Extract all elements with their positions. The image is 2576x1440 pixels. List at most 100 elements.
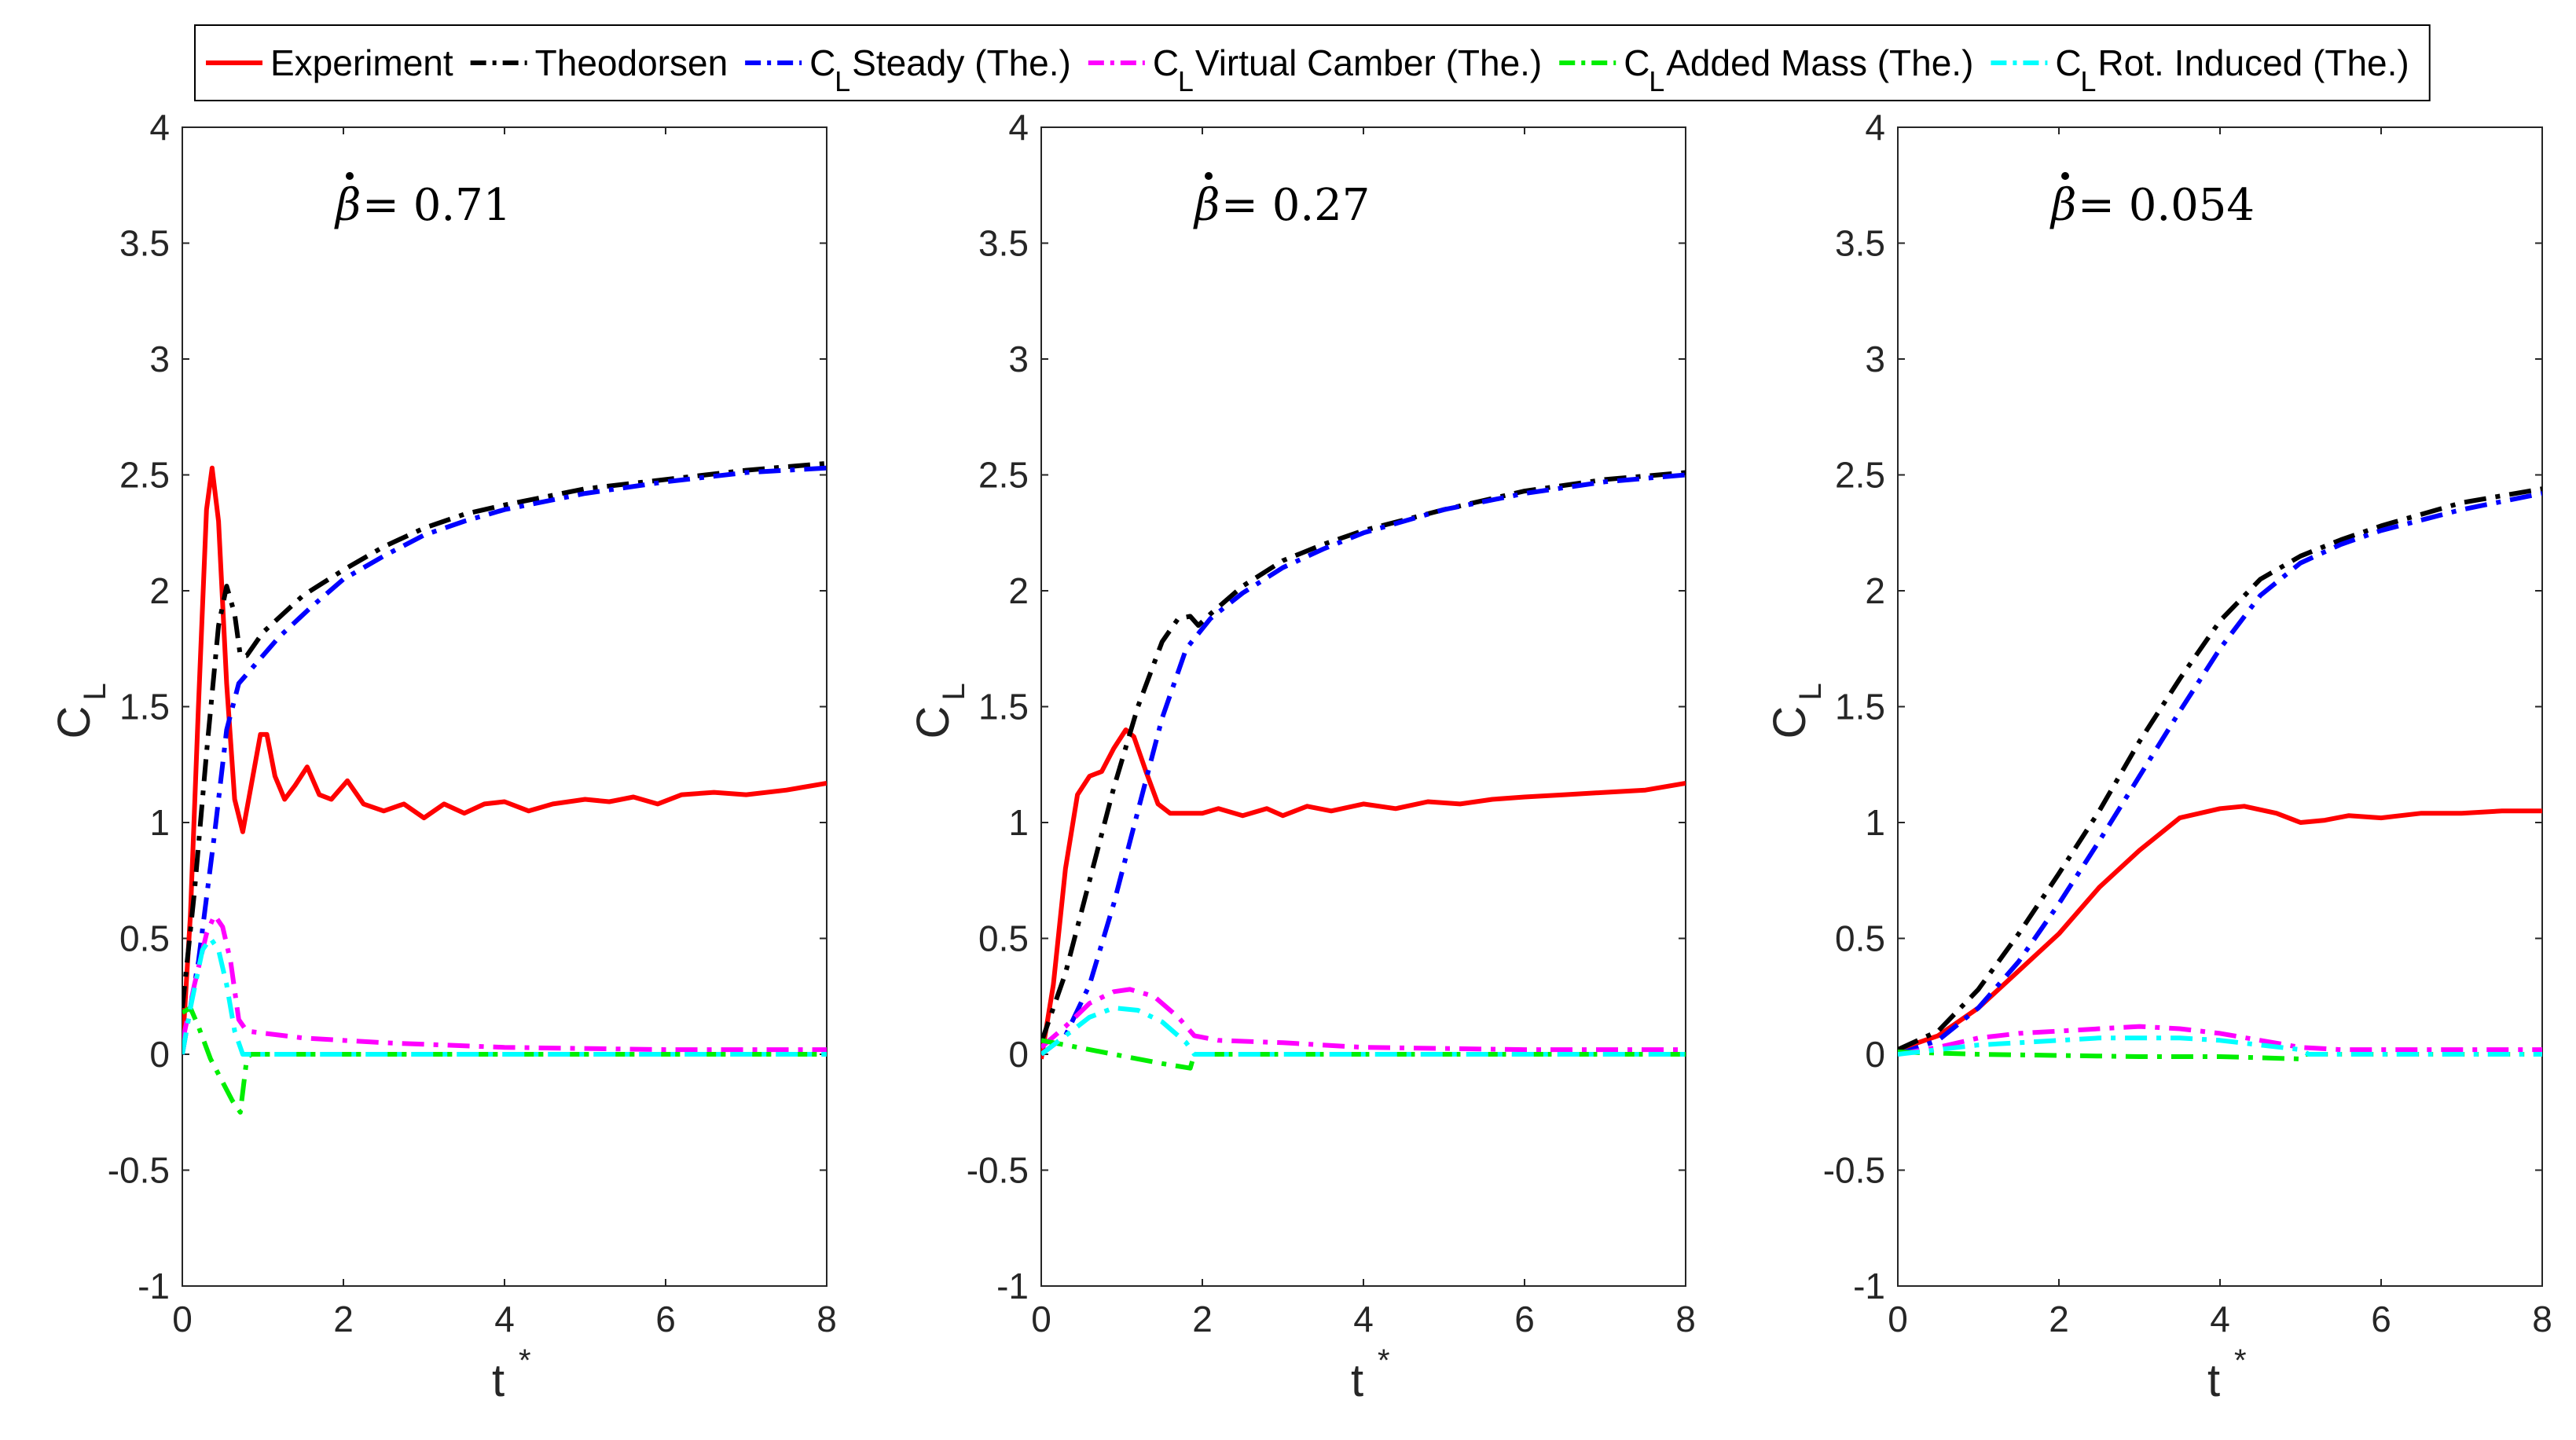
- y-tick-label: -1: [996, 1266, 1029, 1306]
- series-line-rot: [182, 936, 827, 1057]
- y-axis-label-main: C: [1764, 706, 1815, 739]
- annotation: β = 0.054: [2049, 172, 2255, 231]
- y-tick-label: 3.5: [1835, 223, 1885, 264]
- legend-item-experiment: Experiment: [206, 42, 453, 83]
- subplot-3: -1-0.500.511.522.533.540 2 4 6 8t *CLβ = 0.05…: [1764, 107, 2552, 1406]
- legend-label: Experiment: [270, 42, 453, 83]
- x-axis-label: t: [492, 1355, 505, 1406]
- y-axis-label-sub: L: [1793, 683, 1828, 700]
- legend-item-theodorsen: Theodorsen: [470, 42, 728, 83]
- legend-item-camber: CL Virtual Camber (The.): [1088, 42, 1542, 97]
- y-axis-label: CL: [49, 683, 112, 738]
- legend-label: Virtual Camber (The.): [1195, 42, 1542, 83]
- x-axis-label-sup: *: [519, 1343, 531, 1378]
- legend-label: Theodorsen: [535, 42, 728, 83]
- y-tick-label: 3.5: [119, 223, 170, 264]
- x-axis-label-sup: *: [1378, 1343, 1390, 1378]
- annotation-value: = 0.27: [1221, 180, 1370, 231]
- x-axis-label: t: [1351, 1355, 1363, 1406]
- annotation: β = 0.27: [1193, 172, 1370, 231]
- y-tick-label: 4: [1008, 107, 1029, 148]
- y-axis-label: CL: [908, 683, 971, 738]
- series-line-experiment: [182, 465, 827, 1050]
- y-tick-label: 2: [149, 570, 170, 611]
- y-tick-label: -1: [1853, 1266, 1885, 1306]
- series-line-camber: [182, 913, 827, 1053]
- x-tick-label: 6: [1514, 1299, 1535, 1339]
- y-tick-label: -1: [138, 1266, 170, 1306]
- series-line-added: [182, 1006, 827, 1115]
- subplot-1: -1-0.500.511.522.533.540 2 4 6 8t *CLβ = 0.71: [49, 107, 837, 1406]
- y-tick-label: 1: [1865, 802, 1885, 843]
- x-axis-label: t: [2207, 1355, 2220, 1406]
- y-tick-label: 0: [1865, 1034, 1885, 1075]
- legend-box: [194, 24, 2431, 101]
- y-tick-label: 1.5: [978, 687, 1029, 727]
- y-tick-label: -0.5: [108, 1150, 170, 1191]
- y-tick-label: -0.5: [1823, 1150, 1885, 1191]
- series-line-experiment: [1898, 804, 2542, 1052]
- x-axis-label-sup: *: [2234, 1343, 2247, 1378]
- y-tick-label: -0.5: [967, 1150, 1029, 1191]
- legend-label: Added Mass (The.): [1666, 42, 1973, 83]
- annotation-symbol: β: [1193, 180, 1220, 231]
- annotation-symbol: β: [334, 180, 361, 231]
- y-tick-label: 3: [149, 339, 170, 379]
- x-tick-label: 8: [816, 1299, 837, 1339]
- annotation-dot: [2061, 172, 2069, 180]
- x-tick-label: 4: [494, 1299, 515, 1339]
- legend: Experiment Theodorsen CL Steady (The.) CL Vir…: [194, 24, 2431, 101]
- y-tick-label: 2.5: [119, 455, 170, 496]
- annotation-value: = 0.054: [2078, 180, 2255, 231]
- legend-prefix: C: [1624, 42, 1649, 83]
- legend-prefix: C: [809, 42, 835, 83]
- y-tick-label: 3.5: [978, 223, 1029, 264]
- x-tick-label: 0: [1888, 1299, 1908, 1339]
- y-tick-label: 3: [1008, 339, 1029, 379]
- y-tick-label: 2.5: [978, 455, 1029, 496]
- x-tick-label: 6: [655, 1299, 676, 1339]
- legend-sub: L: [1649, 65, 1664, 97]
- axes-box: [1040, 126, 1686, 1287]
- y-tick-label: 0.5: [119, 918, 170, 959]
- axes-box: [1897, 126, 2543, 1287]
- series-line-rot: [1041, 1006, 1686, 1057]
- y-tick-label: 1.5: [1835, 687, 1885, 727]
- annotation: β = 0.71: [334, 172, 511, 231]
- x-tick-label: 6: [2371, 1299, 2391, 1339]
- y-tick-label: 0: [1008, 1034, 1029, 1075]
- y-tick-label: 0.5: [1835, 918, 1885, 959]
- y-tick-label: 4: [1865, 107, 1885, 148]
- series-line-added: [1041, 1038, 1686, 1071]
- legend-sub: L: [1178, 65, 1194, 97]
- y-axis-label-main: C: [908, 706, 959, 739]
- series-line-camber: [1898, 1024, 2542, 1057]
- subplot-2: -1-0.500.511.522.533.540 2 4 6 8t *CLβ = 0.27: [908, 107, 1696, 1406]
- y-tick-label: 4: [149, 107, 170, 148]
- x-tick-label: 2: [333, 1299, 354, 1339]
- x-tick-label: 2: [2049, 1299, 2069, 1339]
- y-tick-label: 2.5: [1835, 455, 1885, 496]
- series-line-steady: [1041, 472, 1686, 1057]
- legend-item-rot: CL Rot. Induced (The.): [1991, 42, 2409, 97]
- y-tick-label: 2: [1008, 570, 1029, 611]
- y-axis-label: CL: [1764, 683, 1828, 738]
- series-line-rot: [1898, 1035, 2542, 1057]
- x-tick-label: 0: [1031, 1299, 1051, 1339]
- legend-sub: L: [2080, 65, 2096, 97]
- y-tick-label: 3: [1865, 339, 1885, 379]
- y-tick-label: 1: [1008, 802, 1029, 843]
- legend-item-steady: CL Steady (The.): [745, 42, 1071, 97]
- x-tick-label: 8: [2532, 1299, 2552, 1339]
- x-tick-label: 4: [1353, 1299, 1374, 1339]
- y-axis-label-sub: L: [78, 683, 112, 700]
- legend-prefix: C: [2055, 42, 2081, 83]
- y-axis-label-sub: L: [937, 683, 971, 700]
- annotation-dot: [1205, 172, 1213, 180]
- series-line-theodorsen: [1898, 486, 2542, 1052]
- y-axis-label-main: C: [49, 706, 100, 739]
- x-tick-label: 2: [1192, 1299, 1213, 1339]
- legend-label: Rot. Induced (The.): [2097, 42, 2409, 83]
- series-line-steady: [1898, 491, 2542, 1057]
